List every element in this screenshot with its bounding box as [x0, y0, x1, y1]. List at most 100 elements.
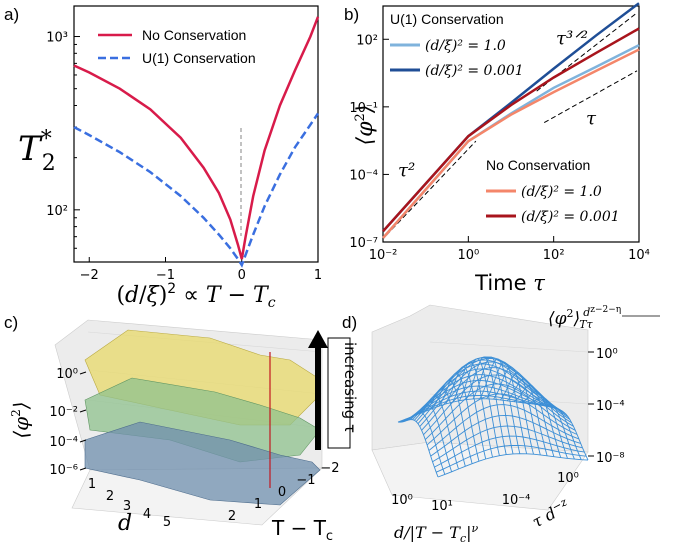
panel-d-mesh-line [513, 384, 555, 457]
panel-c-y-tick-label-4: −2 [320, 461, 339, 476]
panel-c-z-tick-mark-1 [79, 409, 87, 413]
panel-d-x-tick-label-0: 10⁰ [391, 493, 413, 508]
panel-c-y-tick-label-3: −1 [296, 473, 315, 488]
panel-d-mesh-line [434, 435, 585, 468]
panel-b-guide-lines [386, 12, 638, 236]
panel-a-x-tick-label-0: −2 [80, 268, 99, 283]
legend-b-group-1: No Conservation [486, 157, 590, 173]
panel-d-mesh-line [423, 374, 574, 436]
panel-a-series-line-0 [73, 16, 320, 260]
panel-d-floor-pane [371, 441, 589, 511]
surface-2 [84, 421, 321, 506]
legend-b-label-3: (d/ξ)² = 0.001 [521, 209, 620, 225]
panel-b-x-tick-label-0: 10⁻² [369, 248, 398, 263]
panel-c-y-ticks: 2 1 0 −1 −2 [228, 461, 340, 524]
panel-c-z-tick-label-0: 10⁰ [56, 367, 78, 382]
annotation-tau: τ [586, 108, 597, 129]
panel-d-mesh-line [506, 378, 548, 456]
panel-a-series [73, 16, 320, 268]
panel-c-z-tick-label-1: 10⁻² [49, 405, 78, 420]
panel-d-z-tick-label-0: 10⁰ [596, 347, 618, 362]
panel-c-z-tick-label-3: 10⁻⁶ [49, 463, 78, 478]
panel-d-mesh-line [419, 361, 571, 427]
panel-d: d) 10⁰ 10⁻⁴ 10⁻⁸ 10⁰ 10¹ 10⁻⁴ 10⁰ ⟨φ2⟩ dz−2−η… [342, 304, 660, 545]
legend-b-label-0: (d/ξ)² = 1.0 [425, 38, 506, 54]
annotation-tau-squared: τ² [398, 160, 415, 181]
panel-d-gridline [429, 341, 589, 353]
panel-c-z-tick-label-2: 10⁻⁴ [49, 435, 78, 450]
panel-a-y-ticks: 10² 10³ [46, 31, 80, 249]
panel-d-z-tick-label-1: 10⁻⁴ [596, 399, 625, 414]
panel-b-y-ticks: 10⁻⁷ 10⁻⁴ 10⁻¹ 10² [349, 33, 389, 251]
panel-d-mesh-line [426, 393, 578, 446]
panel-c-y-tick-label-1: 1 [254, 497, 262, 512]
panel-d-y-tick-label-0: 10⁻⁴ [502, 493, 531, 508]
legend-b-label-2: (d/ξ)² = 1.0 [521, 184, 602, 200]
panel-d-mesh-line [417, 357, 569, 424]
panel-d-mesh-line [520, 391, 562, 458]
panel-d-mesh-line [547, 404, 589, 461]
panel-d-y-tick-label-1: 10⁰ [557, 471, 579, 486]
panel-d-mesh-line [430, 414, 581, 457]
increasing-tau-label: increasing τ [341, 342, 359, 433]
panel-a-x-axis-label: (d/ξ)2 ∝ T − Tc [116, 281, 275, 311]
panel-a-y-axis-label: T* 2 [18, 127, 56, 176]
panel-d-z-ticks: 10⁰ 10⁻⁴ 10⁻⁸ [588, 347, 625, 466]
panel-c-z-tick-mark-2 [79, 439, 87, 443]
panel-a-x-tick-label-1: −1 [156, 268, 175, 283]
panel-b-y-tick-label-1: 10⁻⁴ [349, 168, 378, 183]
panel-b-x-axis-label: Time τ [474, 271, 545, 295]
panel-c-z-ticks: 10⁰ 10⁻² 10⁻⁴ 10⁻⁶ [49, 367, 87, 478]
panel-d-z-tick-label-2: 10⁻⁸ [596, 451, 625, 466]
panel-d-x-axis-label: d/|T − Tc|ν [394, 522, 479, 545]
panel-d-gridline [429, 441, 589, 453]
legend-b-label-1: (d/ξ)² = 0.001 [425, 63, 524, 79]
legend-a-label-0: No Conservation [142, 27, 246, 43]
panel-d-mesh-line [428, 404, 580, 451]
panel-a-x-ticks: −2 −1 0 1 [80, 257, 322, 283]
panel-d-mesh-line [479, 358, 521, 454]
panel-c-y-tick-label-0: 2 [228, 509, 236, 524]
panel-b: b) 10⁻² 10⁰ 10² 10⁴ 10⁻⁷ 10⁻⁴ 10⁻¹ 10² U(1) Co… [344, 2, 650, 295]
panel-b-series [382, 2, 640, 239]
panel-b-x-tick-label-2: 10² [543, 248, 565, 263]
guide-tau-squared [386, 140, 477, 236]
panel-c-x-tick-label-4: 5 [163, 515, 171, 530]
panel-c-x-tick-label-3: 4 [143, 507, 151, 522]
panel-d-mesh-line [436, 444, 587, 473]
legend-a-label-1: U(1) Conservation [142, 50, 256, 66]
panel-c-x-tick-label-1: 2 [106, 489, 114, 504]
panel-b-y-tick-label-0: 10⁻⁷ [349, 236, 378, 251]
panel-b-series-line-3 [382, 27, 640, 233]
panel-d-x-tick-label-1: 10¹ [431, 499, 453, 514]
panel-b-y-tick-label-3: 10² [356, 33, 378, 48]
panel-c-x-tick-label-2: 3 [123, 499, 131, 514]
panel-c-z-axis-label: ⟨φ2⟩ [9, 401, 33, 438]
panel-d-mesh-line [499, 372, 541, 456]
guide-tau-three-halves [536, 12, 638, 92]
panel-a-x-tick-label-3: 1 [314, 268, 322, 283]
panel-c-y-tick-label-2: 0 [278, 485, 286, 500]
panel-d-mesh-line [541, 404, 582, 460]
panel-d-x-ticks: 10⁰ 10¹ [391, 493, 453, 514]
panel-b-x-ticks: 10⁻² 10⁰ 10² 10⁴ [369, 236, 650, 263]
panel-c-x-axis-label: d [118, 511, 132, 536]
guide-tau [543, 70, 638, 124]
panel-d-mesh-line [493, 366, 534, 455]
panel-c-x-tick-label-0: 1 [88, 477, 96, 492]
panel-b-x-tick-label-3: 10⁴ [628, 248, 650, 263]
panel-d-mesh-line [421, 367, 572, 431]
panel-d-label: d) [342, 313, 357, 332]
panel-a-y-tick-label-1: 10³ [46, 31, 68, 46]
legend-b-group-0: U(1) Conservation [390, 11, 504, 27]
panel-b-x-tick-label-1: 10⁰ [457, 248, 479, 263]
increasing-tau-arrowhead [308, 330, 328, 348]
panel-b-series-line-2 [382, 48, 640, 239]
panel-b-y-tick-label-2: 10⁻¹ [349, 101, 378, 116]
panel-b-axes-frame [382, 5, 640, 243]
panel-a-y-tick-label-0: 10² [46, 204, 68, 219]
panel-c-z-tick-mark-3 [79, 467, 87, 471]
panel-b-y-axis-label: ⟨φ2⟩ [353, 105, 378, 146]
